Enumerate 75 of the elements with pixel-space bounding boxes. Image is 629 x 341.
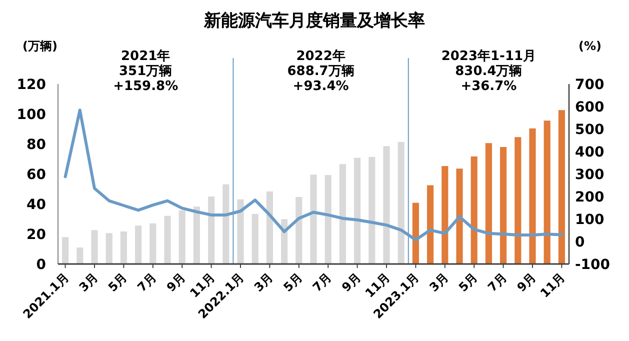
x-tick-label: 3月 bbox=[252, 270, 276, 295]
x-tick-label: 9月 bbox=[339, 270, 364, 295]
y-tick-label: 0 bbox=[36, 257, 46, 273]
text: 688.7万辆 bbox=[287, 64, 354, 79]
x-tick-label: 9月 bbox=[514, 270, 539, 295]
bar bbox=[76, 248, 84, 264]
y-tick-label: 120 bbox=[16, 77, 46, 93]
bar bbox=[427, 185, 434, 264]
y2-tick-label: -100 bbox=[575, 257, 610, 273]
bar bbox=[398, 142, 404, 264]
bar bbox=[252, 214, 258, 264]
bar bbox=[442, 166, 448, 264]
bar bbox=[164, 216, 171, 264]
bar bbox=[237, 199, 244, 264]
annotation: +93.4% bbox=[292, 79, 349, 94]
text: 830.4万辆 bbox=[455, 64, 522, 79]
x-tick-label: 3月 bbox=[76, 270, 101, 295]
bar bbox=[354, 158, 361, 264]
y-tick-label: 100 bbox=[16, 107, 46, 123]
x-tick-label: 5月 bbox=[456, 270, 480, 295]
y2-tick-label: 500 bbox=[575, 122, 604, 138]
x-tick-label: 5月 bbox=[280, 270, 306, 295]
bar bbox=[558, 110, 565, 264]
y2-tick-label: 300 bbox=[575, 167, 604, 183]
y-tick-label: 60 bbox=[26, 167, 46, 183]
bar bbox=[193, 206, 200, 264]
y2-tick-label: 100 bbox=[575, 212, 604, 228]
y2-tick-label: 400 bbox=[575, 144, 604, 160]
bar bbox=[456, 168, 463, 264]
bar bbox=[222, 184, 230, 264]
bar bbox=[339, 164, 346, 264]
text: 2022年 bbox=[296, 49, 346, 64]
bar bbox=[150, 223, 156, 264]
bar bbox=[514, 137, 522, 264]
y2-tick-label: 0 bbox=[575, 234, 585, 250]
bar bbox=[544, 120, 550, 264]
y2-tick-label: 700 bbox=[575, 77, 604, 93]
x-tick-label: 9月 bbox=[164, 270, 188, 295]
bar bbox=[178, 210, 186, 264]
bar bbox=[91, 230, 98, 264]
bar bbox=[485, 143, 492, 264]
bar bbox=[470, 156, 478, 264]
title: 新能源汽车月度销量及增长率 bbox=[204, 11, 425, 31]
bar bbox=[296, 196, 302, 264]
y-axis-title: (万辆) bbox=[22, 39, 58, 53]
x-tick-label: 7月 bbox=[134, 270, 160, 295]
bar bbox=[368, 156, 376, 264]
x-tick-label: 11月 bbox=[538, 270, 568, 300]
bar bbox=[412, 202, 419, 264]
bar bbox=[135, 226, 142, 264]
bar bbox=[324, 175, 332, 264]
text: 2021年 bbox=[121, 49, 170, 64]
y-tick-label: 20 bbox=[26, 227, 46, 243]
y2-tick-label: 200 bbox=[575, 190, 604, 206]
bar bbox=[208, 196, 215, 264]
bar bbox=[500, 147, 507, 264]
x-tick-label: 3月 bbox=[426, 270, 452, 295]
bar bbox=[383, 146, 390, 264]
y-tick-label: 40 bbox=[26, 197, 46, 213]
bar bbox=[120, 231, 127, 264]
text: 351万辆 bbox=[119, 64, 172, 79]
bar bbox=[310, 174, 317, 264]
y2-axis-title: (%) bbox=[578, 39, 602, 53]
text: 2023年1-11月 bbox=[441, 49, 536, 64]
annotation: +36.7% bbox=[460, 79, 517, 94]
bar bbox=[106, 233, 112, 264]
x-tick-label: 7月 bbox=[485, 270, 510, 295]
y2-tick-label: 600 bbox=[575, 100, 604, 116]
y-tick-label: 80 bbox=[26, 137, 46, 153]
bar bbox=[62, 237, 69, 264]
annotation: +159.8% bbox=[113, 79, 178, 94]
x-tick-label: 5月 bbox=[106, 270, 130, 295]
x-tick-label: 7月 bbox=[310, 270, 334, 295]
bar bbox=[266, 191, 273, 264]
bar bbox=[529, 128, 536, 264]
